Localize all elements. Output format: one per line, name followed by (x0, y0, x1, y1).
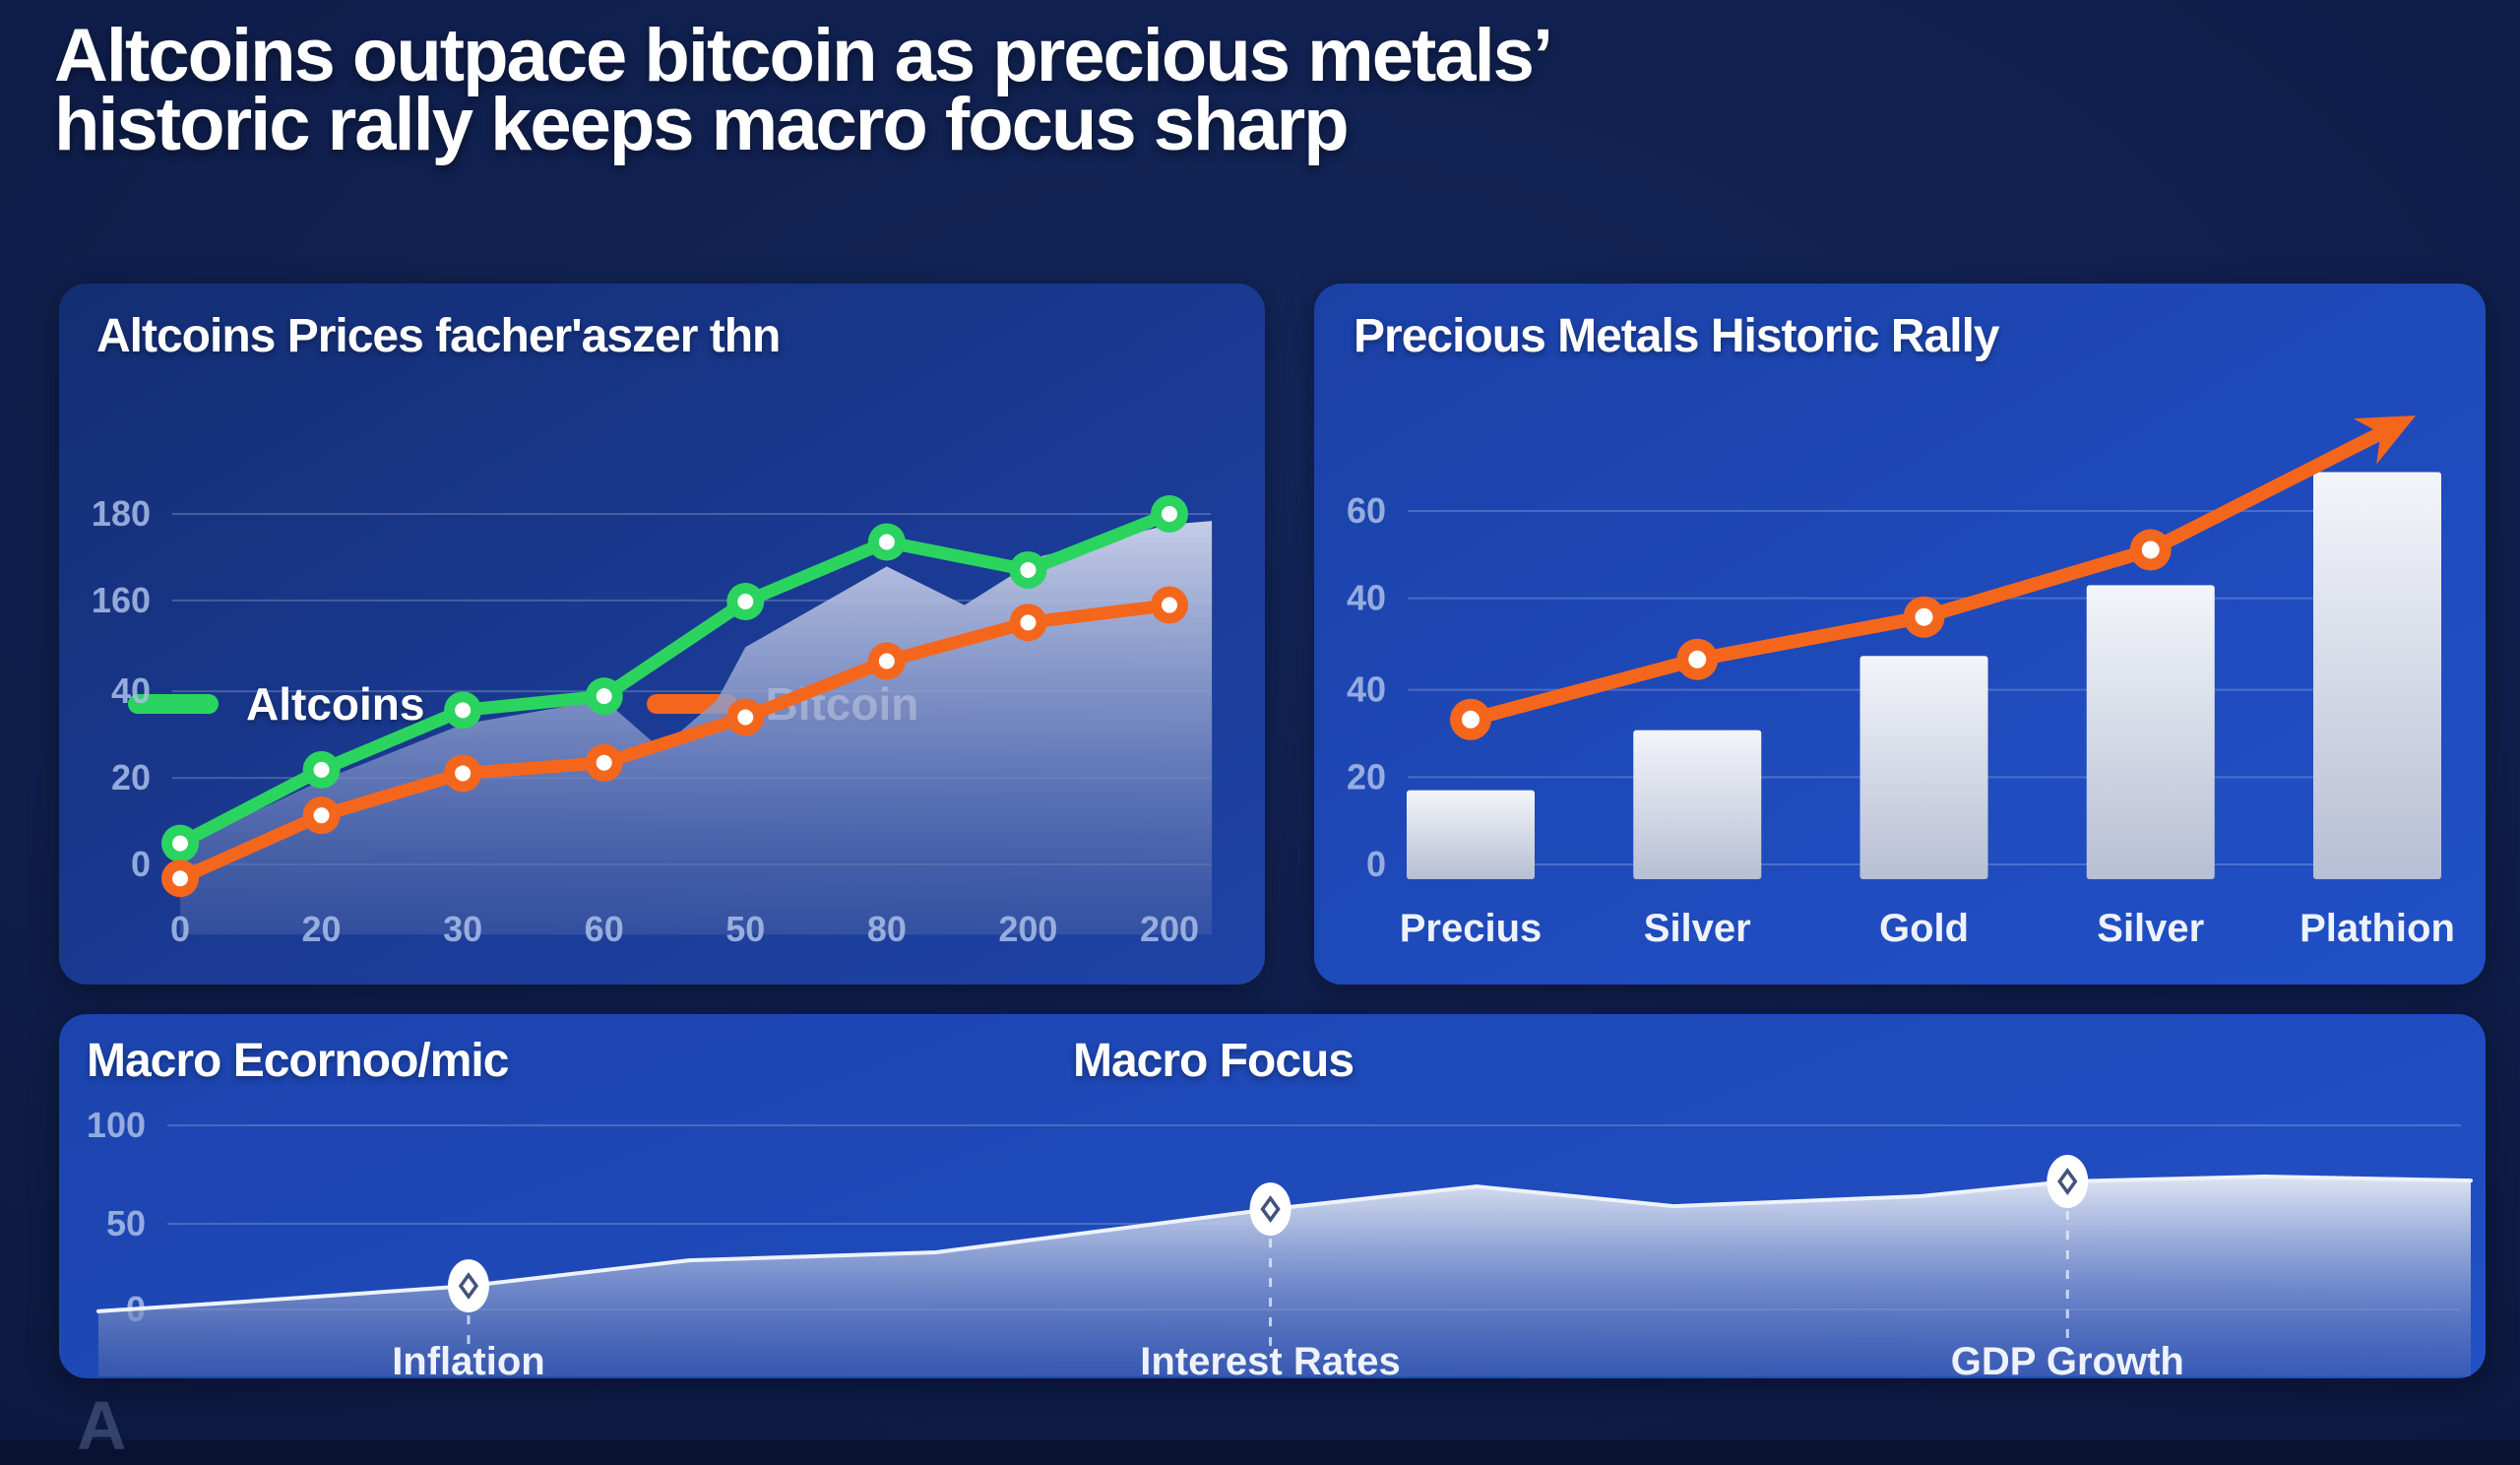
macro-panel: Macro Ecornoo/mic Macro Focus 100500Infl… (59, 1014, 2486, 1378)
metal-category-label: Gold (1879, 907, 1969, 950)
bitcoin-marker-core (1161, 597, 1177, 613)
metal-bar (1859, 656, 1988, 879)
y-axis-tick: 0 (131, 844, 151, 884)
bitcoin-marker-core (1020, 614, 1037, 631)
altcoins-marker-core (313, 761, 330, 778)
macro-area-edge (96, 1175, 2473, 1313)
page-title-line2: historic rally keeps macro focus sharp (54, 83, 1350, 166)
macro-marker-label: Inflation (392, 1340, 545, 1378)
y-axis-tick: 40 (111, 670, 151, 711)
rally-marker-core (1462, 710, 1480, 729)
watermark-glyph: A (77, 1387, 127, 1464)
altcoins-marker-core (455, 702, 472, 719)
x-axis-tick: 80 (867, 909, 907, 949)
altcoins-marker-core (878, 534, 895, 550)
y-axis-tick: 60 (1347, 490, 1386, 531)
macro-area-fill (98, 1177, 2471, 1376)
x-axis-tick: 30 (443, 909, 482, 949)
y-axis-tick: 0 (1366, 844, 1386, 884)
metal-category-label: Silver (2097, 907, 2204, 950)
bitcoin-marker-core (313, 807, 330, 824)
metal-category-label: Precius (1400, 907, 1543, 950)
metals-panel-title: Precious Metals Historic Rally (1354, 310, 2000, 362)
macro-panel-title-right: Macro Focus (1073, 1035, 1354, 1087)
altcoins-panel: Altcoins Prices facher'aszer thn Altcoin… (59, 284, 1265, 985)
metal-bar (2313, 472, 2441, 879)
macro-marker (447, 1259, 489, 1313)
metal-bar (1633, 730, 1762, 879)
metals-bar-chart: 60 40 40 20 0 Precius Silver Gold Silver Plathion (1347, 415, 2455, 950)
altcoins-marker-core (1161, 506, 1177, 522)
rally-marker-core (1688, 650, 1707, 669)
macro-marker (1249, 1182, 1292, 1237)
x-axis-tick: 20 (302, 909, 342, 949)
macro-panel-title-left: Macro Ecornoo/mic (87, 1035, 509, 1087)
altcoins-legend-swatch (128, 694, 219, 714)
bitcoin-marker-core (455, 765, 472, 782)
rally-marker-core (2141, 541, 2160, 559)
y-axis-tick: 40 (1347, 578, 1386, 618)
macro-marker-label: GDP Growth (1951, 1340, 2184, 1378)
y-axis-tick: 20 (111, 757, 151, 797)
y-axis-tick: 50 (106, 1203, 146, 1243)
metal-category-label: Silver (1644, 907, 1751, 950)
rally-arrowhead-icon (2353, 415, 2417, 465)
altcoins-legend-label: Altcoins (246, 678, 425, 730)
bitcoin-marker-core (878, 653, 895, 669)
page-title: Altcoins outpace bitcoin as precious met… (54, 14, 2318, 166)
altcoins-marker-core (596, 688, 612, 705)
x-axis-tick: 200 (998, 909, 1057, 949)
y-axis-tick: 40 (1347, 669, 1386, 710)
altcoins-line (173, 507, 1176, 851)
bitcoin-marker-core (172, 870, 188, 887)
y-axis-tick: 20 (1347, 756, 1386, 796)
x-axis-tick: 60 (585, 909, 624, 949)
altcoins-panel-title: Altcoins Prices facher'aszer thn (96, 310, 781, 362)
altcoins-marker-core (1020, 561, 1037, 578)
y-axis-tick: 180 (92, 493, 151, 534)
altcoins-marker-core (172, 835, 188, 852)
metal-category-label: Plathion (2300, 907, 2455, 950)
rally-marker-core (1915, 607, 1933, 626)
x-axis-tick: 50 (725, 909, 765, 949)
bitcoin-marker-core (596, 754, 612, 771)
diamond-icon (1260, 1195, 1281, 1224)
y-axis-tick: 160 (92, 580, 151, 620)
y-axis-tick: 100 (87, 1105, 146, 1145)
x-axis-tick: 200 (1140, 909, 1199, 949)
diamond-icon (2057, 1168, 2078, 1196)
metal-bar (1407, 790, 1535, 879)
x-axis-tick: 0 (170, 909, 190, 949)
page-title-line1: Altcoins outpace bitcoin as precious met… (54, 14, 1553, 97)
diamond-icon (458, 1272, 479, 1301)
bitcoin-marker-core (737, 709, 754, 726)
altcoins-marker-core (737, 594, 754, 609)
macro-marker (2047, 1155, 2089, 1209)
macro-marker-label: Interest Rates (1140, 1340, 1401, 1378)
bitcoin-line (173, 599, 1176, 885)
metals-panel: Precious Metals Historic Rally 60 40 40 20 0… (1314, 284, 2486, 985)
metal-bar (2086, 585, 2215, 879)
